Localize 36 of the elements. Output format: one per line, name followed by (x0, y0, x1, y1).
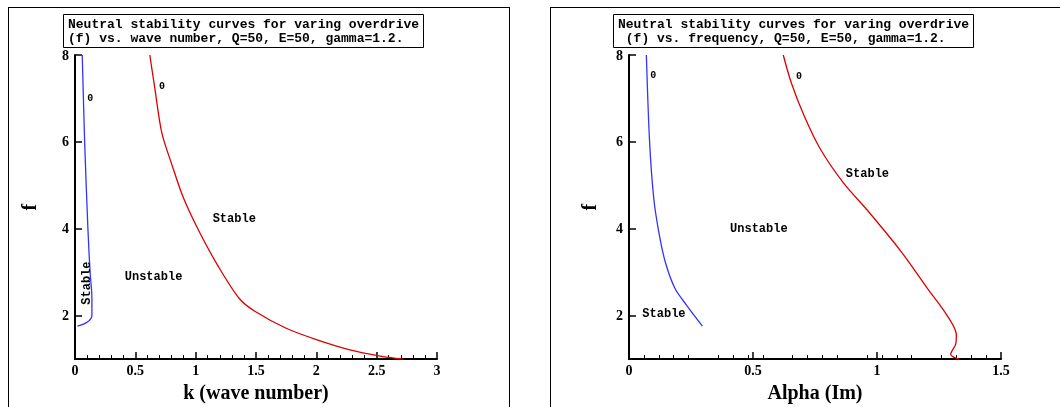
annotation: 0 (650, 69, 657, 81)
y-tick-label: 8 (616, 47, 623, 63)
annotation: Stable (642, 306, 686, 321)
x-tick-label: 1.5 (247, 362, 265, 378)
chart-title: Neutral stability curves for varing overdrive (f) vs. frequency, Q=50, E=50, gamma=1.2. (618, 16, 970, 46)
annotation: 0 (796, 71, 803, 83)
x-tick-label: 0 (625, 362, 633, 378)
line-series (76, 54, 93, 327)
y-tick-label: 2 (62, 308, 69, 324)
y-tick-label: 4 (616, 221, 623, 237)
y-axis-title: f (18, 203, 40, 211)
annotation: Stable (845, 166, 890, 181)
y-tick-label: 4 (62, 221, 69, 237)
annotation: Stable (212, 211, 256, 226)
x-tick-label: 1 (192, 362, 200, 378)
x-tick-label: 0 (71, 362, 79, 378)
y-tick-label: 2 (616, 308, 623, 324)
x-tick-label: 1.5 (992, 362, 1010, 378)
y-axis-title: f (578, 203, 600, 211)
y-tick-label: 6 (616, 134, 623, 150)
chart-title: Neutral stability curves for varing overdrive (f) vs. wave number, Q=50, E=50, gamma=1.2. (68, 16, 420, 46)
annotation: Stable (79, 261, 94, 305)
x-tick-label: 2 (312, 362, 320, 378)
x-tick-label: 0.5 (126, 362, 145, 378)
x-axis-title: k (wave number) (183, 381, 329, 404)
annotation: Unstable (730, 221, 788, 236)
x-tick-label: 2.5 (367, 362, 386, 378)
y-tick-label: 6 (62, 134, 69, 150)
x-tick-label: 0.5 (744, 362, 762, 378)
x-tick-label: 3 (433, 362, 441, 378)
y-tick-label: 8 (62, 47, 69, 63)
annotation: 0 (158, 81, 165, 93)
x-tick-label: 1 (873, 362, 881, 378)
annotation: 0 (87, 92, 94, 104)
x-axis-title: Alpha (Im) (767, 381, 863, 404)
annotation: Unstable (124, 269, 183, 284)
